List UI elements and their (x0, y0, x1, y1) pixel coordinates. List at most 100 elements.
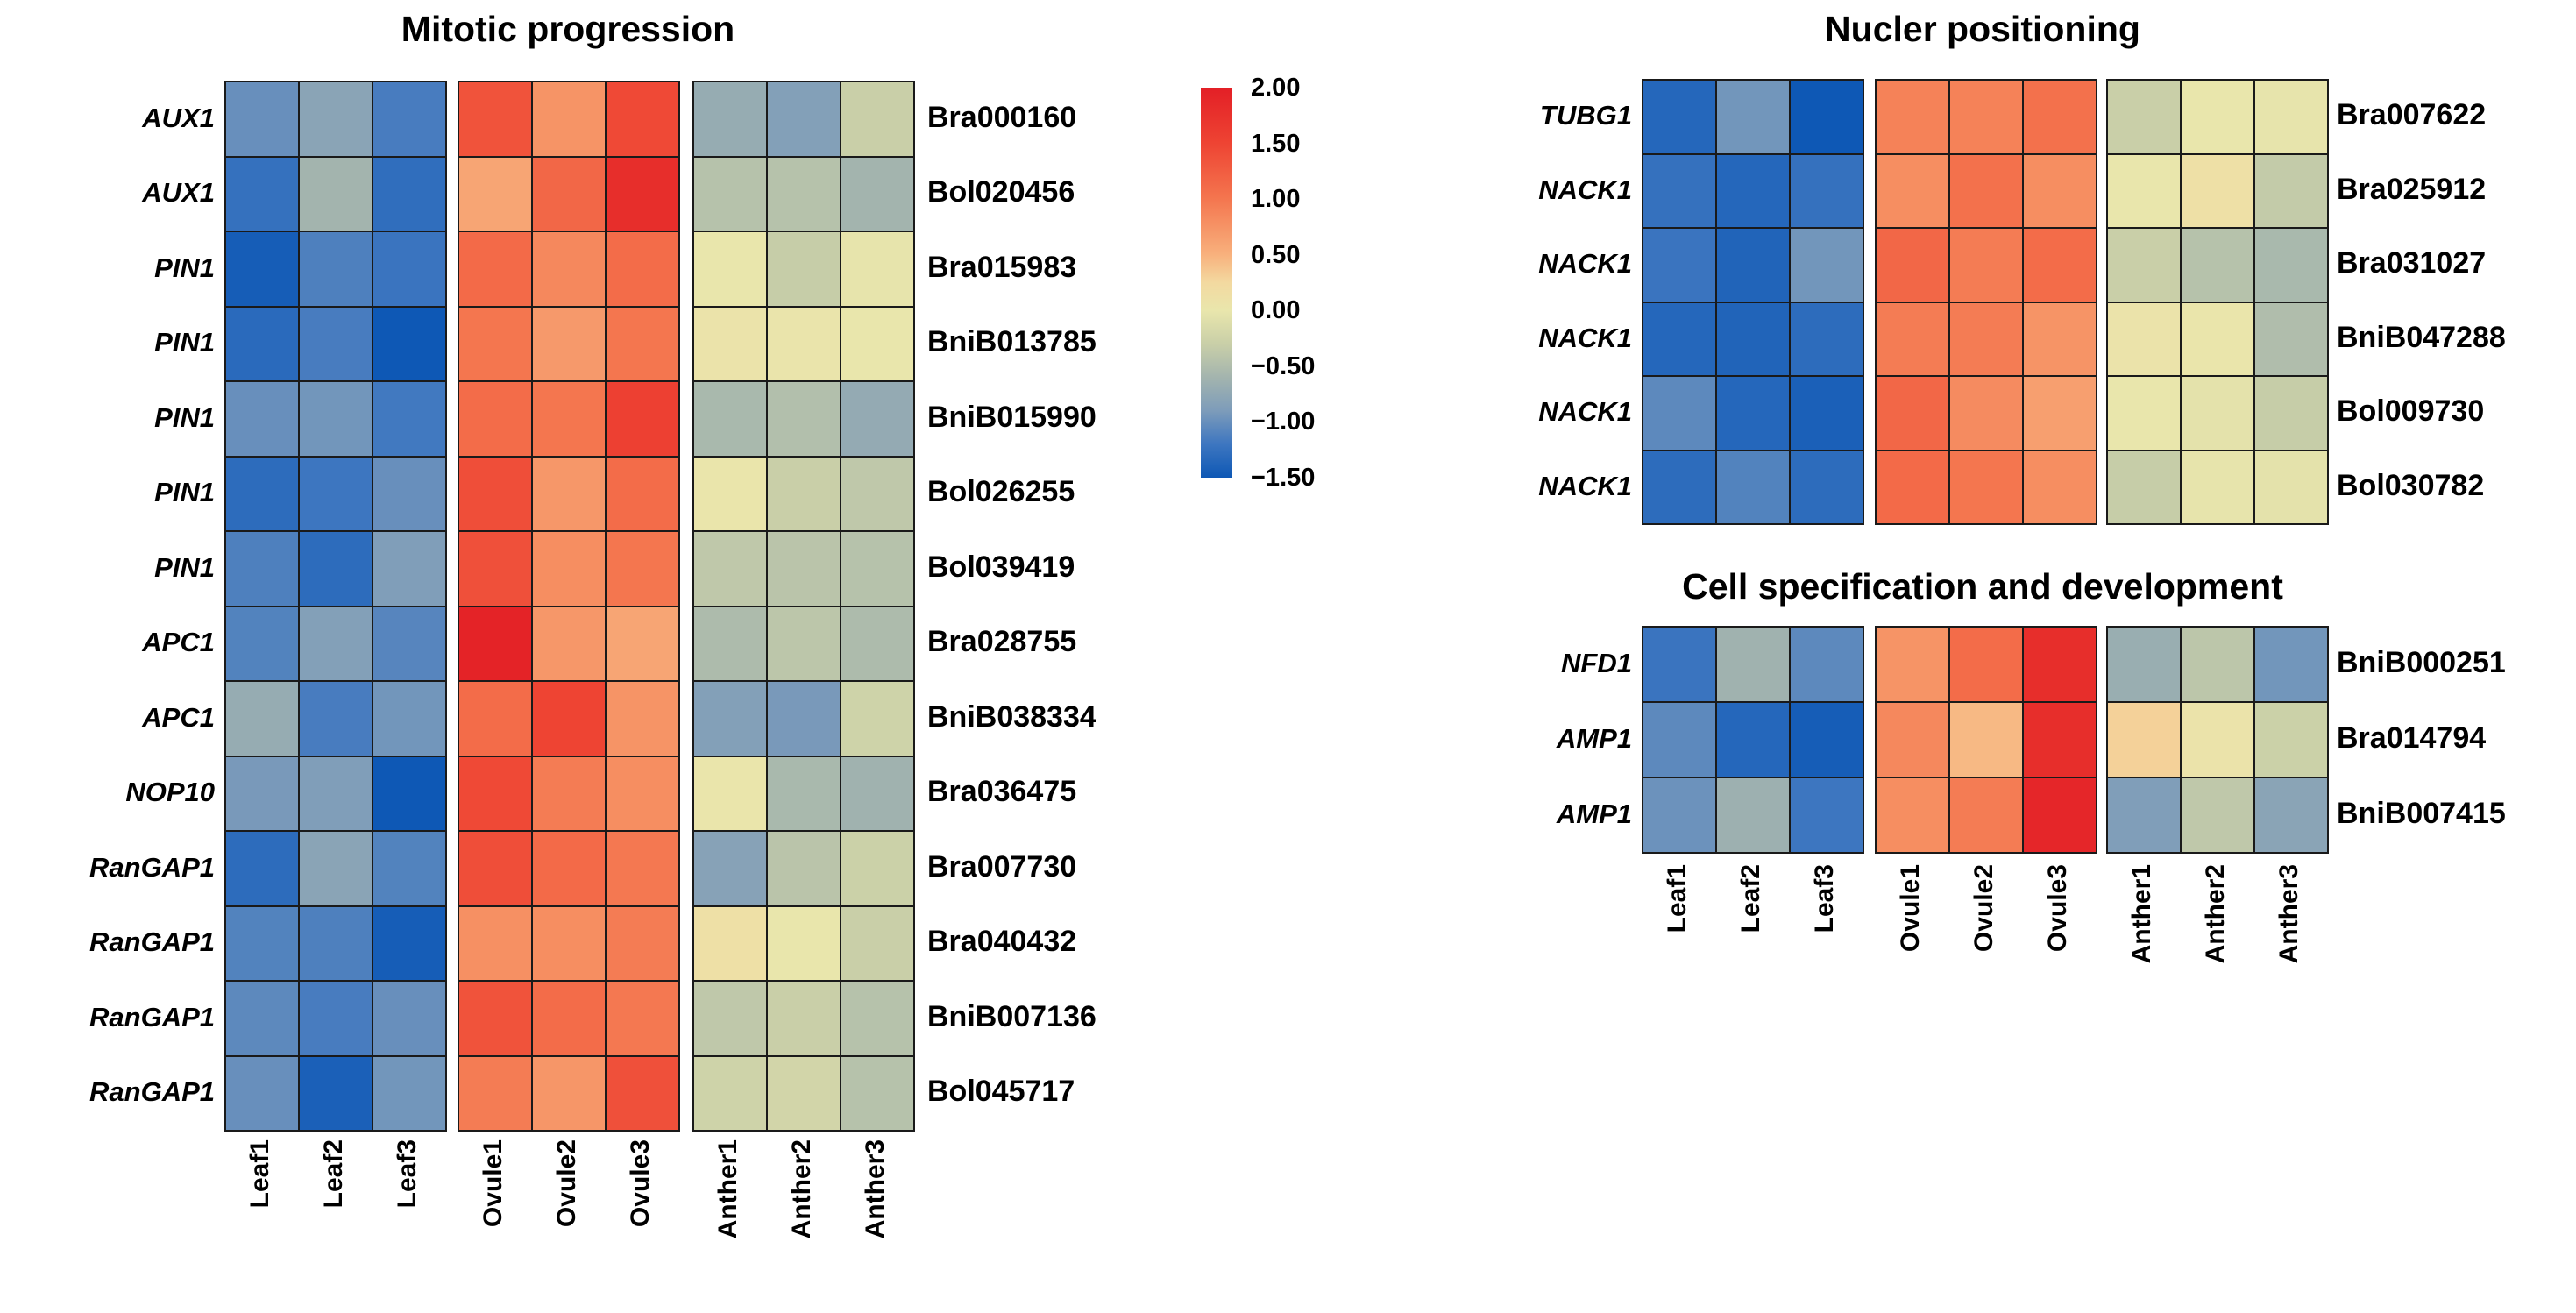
heatmap-cell-p0-r13-c8 (841, 1056, 913, 1130)
heatmap-block-leaf-0 (224, 81, 447, 1132)
heatmap-cell-p1-r0-c8 (2255, 81, 2327, 153)
heatmap-cell-p1-r1-c2 (1791, 154, 1863, 227)
column-label-anther2: Anther2 (2201, 864, 2230, 964)
heatmap-cell-p2-r1-c8 (2255, 703, 2327, 777)
heatmap-cell-p0-r3-c7 (768, 307, 840, 380)
heatmap-cell-p1-r2-c0 (1643, 229, 1715, 302)
heatmap-cell-p0-r6-c4 (533, 532, 605, 606)
heatmap-cell-p0-r3-c6 (694, 307, 766, 380)
heatmap-cell-p0-r4-c3 (459, 382, 531, 456)
heatmap-cell-p0-r11-c7 (768, 906, 840, 980)
heatmap-cell-p0-r0-c7 (768, 82, 840, 156)
column-label-leaf1: Leaf1 (1663, 864, 1692, 933)
heatmap-cell-p0-r12-c4 (533, 982, 605, 1055)
heatmap-cell-p0-r2-c4 (533, 232, 605, 306)
gene-id-label: BniB007136 (927, 999, 1096, 1033)
heatmap-cell-p0-r9-c3 (459, 756, 531, 830)
heatmap-cell-p1-r5-c0 (1643, 451, 1715, 523)
heatmap-cell-p1-r5-c6 (2108, 451, 2180, 523)
colorbar-tick-3: 0.50 (1251, 240, 1301, 269)
heatmap-cell-p1-r2-c3 (1877, 229, 1948, 302)
heatmap-cell-p1-r5-c1 (1717, 451, 1789, 523)
heatmap-cell-p0-r9-c4 (533, 756, 605, 830)
heatmap-block-ovule-1 (1875, 79, 2097, 525)
heatmap-cell-p1-r4-c4 (1950, 377, 2022, 450)
gene-id-label: Bra007730 (927, 849, 1077, 884)
colorbar-tick-0: 2.00 (1251, 74, 1301, 102)
gene-id-label: BniB000251 (2337, 646, 2506, 679)
heatmap-cell-p0-r13-c7 (768, 1056, 840, 1130)
gene-name-label: PIN1 (154, 401, 215, 433)
heatmap-cell-p0-r5-c0 (226, 457, 298, 530)
heatmap-cell-p1-r1-c4 (1950, 154, 2022, 227)
colorbar-tick-6: −1.00 (1251, 408, 1316, 436)
gene-name-label: PIN1 (154, 477, 215, 508)
heatmap-cell-p0-r0-c2 (373, 82, 445, 156)
heatmap-cell-p0-r6-c2 (373, 532, 445, 606)
heatmap-cell-p0-r10-c2 (373, 832, 445, 905)
heatmap-cell-p0-r0-c4 (533, 82, 605, 156)
gene-id-label: Bra014794 (2337, 721, 2487, 755)
column-label-ovule3: Ovule3 (626, 1139, 655, 1228)
gene-id-label: Bra040432 (927, 925, 1077, 959)
heatmap-cell-p0-r3-c5 (607, 307, 678, 380)
heatmap-cell-p0-r9-c1 (300, 756, 372, 830)
heatmap-cell-p0-r9-c7 (768, 756, 840, 830)
colorbar-tick-4: 0.00 (1251, 296, 1301, 325)
heatmap-cell-p2-r1-c3 (1877, 703, 1948, 777)
heatmap-cell-p0-r9-c0 (226, 756, 298, 830)
heatmap-cell-p1-r0-c1 (1717, 81, 1789, 153)
heatmap-cell-p0-r8-c0 (226, 682, 298, 756)
heatmap-cell-p0-r2-c1 (300, 232, 372, 306)
heatmap-cell-p1-r1-c8 (2255, 154, 2327, 227)
heatmap-cell-p0-r10-c4 (533, 832, 605, 905)
heatmap-cell-p2-r1-c5 (2024, 703, 2096, 777)
heatmap-cell-p0-r5-c1 (300, 457, 372, 530)
heatmap-cell-p1-r4-c0 (1643, 377, 1715, 450)
heatmap-cell-p0-r8-c5 (607, 682, 678, 756)
heatmap-cell-p0-r0-c0 (226, 82, 298, 156)
heatmap-cell-p0-r12-c3 (459, 982, 531, 1055)
heatmap-cell-p1-r1-c1 (1717, 154, 1789, 227)
column-label-leaf2: Leaf2 (319, 1139, 348, 1209)
column-label-leaf2: Leaf2 (1736, 864, 1765, 933)
heatmap-cell-p0-r0-c1 (300, 82, 372, 156)
heatmap-cell-p2-r2-c6 (2108, 778, 2180, 852)
heatmap-cell-p2-r1-c7 (2182, 703, 2253, 777)
gene-name-label: NOP10 (125, 777, 215, 808)
gene-id-label: Bra000160 (927, 100, 1077, 134)
gene-id-label: Bol009730 (2337, 394, 2485, 429)
heatmap-cell-p1-r3-c4 (1950, 302, 2022, 375)
heatmap-cell-p0-r5-c2 (373, 457, 445, 530)
heatmap-cell-p0-r8-c2 (373, 682, 445, 756)
heatmap-cell-p1-r5-c7 (2182, 451, 2253, 523)
heatmap-cell-p0-r10-c6 (694, 832, 766, 905)
gene-name-label: RanGAP1 (89, 1076, 215, 1108)
column-label-anther1: Anther1 (713, 1139, 742, 1239)
colorbar-tick-1: 1.50 (1251, 129, 1301, 158)
colorbar-tick-2: 1.00 (1251, 185, 1301, 214)
heatmap-cell-p0-r4-c8 (841, 382, 913, 456)
heatmap-cell-p1-r3-c1 (1717, 302, 1789, 375)
heatmap-cell-p0-r10-c5 (607, 832, 678, 905)
heatmap-block-ovule-2 (1875, 626, 2097, 854)
heatmap-cell-p0-r11-c2 (373, 906, 445, 980)
heatmap-cell-p0-r7-c7 (768, 607, 840, 680)
gene-name-label: RanGAP1 (89, 926, 215, 958)
heatmap-cell-p0-r8-c8 (841, 682, 913, 756)
heatmap-cell-p1-r1-c3 (1877, 154, 1948, 227)
heatmap-cell-p0-r6-c1 (300, 532, 372, 606)
heatmap-cell-p0-r13-c1 (300, 1056, 372, 1130)
gene-id-label: BniB007415 (2337, 797, 2506, 830)
heatmap-cell-p0-r13-c6 (694, 1056, 766, 1130)
column-label-ovule1: Ovule1 (479, 1139, 507, 1228)
heatmap-cell-p1-r0-c0 (1643, 81, 1715, 153)
heatmap-cell-p0-r1-c7 (768, 157, 840, 231)
column-label-leaf3: Leaf3 (1810, 864, 1839, 933)
heatmap-cell-p0-r12-c2 (373, 982, 445, 1055)
heatmap-cell-p0-r6-c6 (694, 532, 766, 606)
column-label-anther3: Anther3 (2274, 864, 2303, 964)
heatmap-cell-p1-r0-c6 (2108, 81, 2180, 153)
gene-name-label: NFD1 (1561, 648, 1632, 678)
